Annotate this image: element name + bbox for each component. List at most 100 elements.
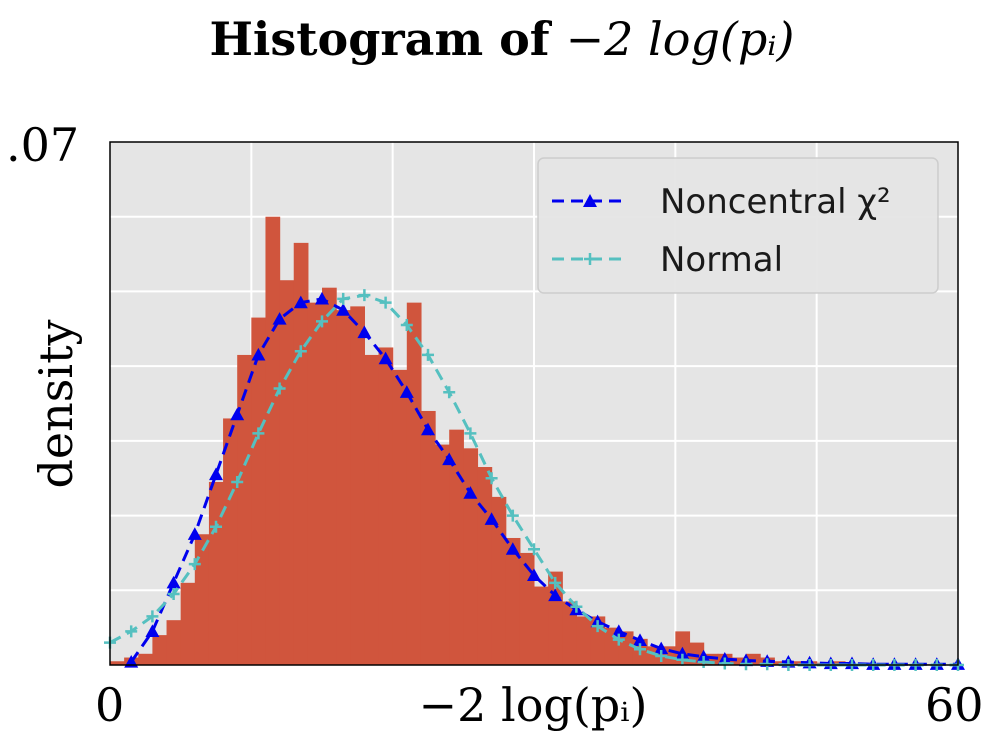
normal-point [634,643,646,656]
histogram-bar [110,661,125,665]
chart-title: Histogram of −2 log(pᵢ) [0,12,1004,66]
normal-point [591,620,604,633]
normal-point [676,653,689,666]
normal-point [210,520,222,533]
legend-box [537,157,939,294]
normal-point [252,427,265,440]
histogram-bar [322,287,337,665]
histogram-bar [194,534,210,665]
normal-point [379,296,392,309]
histogram-bar [251,317,267,665]
noncentral-chi2-point [548,588,563,602]
noncentral-chi2-point [654,641,669,655]
noncentral-chi2-point [230,407,245,421]
histogram-bar [519,552,535,665]
histogram-bar [336,310,351,665]
histogram-bar [279,280,295,665]
x-axis-label: −2 log(pᵢ) [418,678,648,732]
noncentral-chi2-point [505,542,520,555]
histogram-bar [505,537,521,665]
noncentral-chi2-point [527,568,541,581]
histogram-bar [406,302,422,665]
histogram-bar [449,429,464,665]
noncentral-chi2-point [633,633,647,646]
histogram-bar [477,467,493,665]
histogram-bar [703,653,719,665]
histogram-bar [491,496,507,665]
histogram-bar [392,369,408,665]
noncentral-chi2-point [484,512,499,525]
legend-label-normal: Normal [660,240,783,280]
histogram-bar [364,354,380,665]
normal-point [188,558,201,571]
noncentral-chi2-point [293,295,308,309]
normal-point [443,386,456,399]
histogram-bar [350,306,365,665]
noncentral-chi2-point [336,303,351,316]
histogram-bar [223,418,238,665]
chart-title-prefix: Histogram of [209,12,550,66]
histogram-bar [378,347,394,665]
normal-point [146,610,159,623]
x-tick-label-min: 0 [95,678,125,732]
histogram-bar [788,661,804,665]
normal-point [167,588,180,601]
y-tick-label-top: .07 [6,118,80,172]
normal-point [697,656,710,669]
histogram-bar [307,302,323,665]
histogram-bar [265,216,281,665]
histogram-bar [463,448,479,665]
normal-point [612,633,625,646]
noncentral-chi2-point [675,646,690,660]
normal-point [125,625,138,638]
noncentral-chi2-point [145,624,160,637]
histogram-bar [152,635,168,665]
normal-point [273,382,286,395]
histogram-bar [774,661,789,665]
noncentral-chi2-point [166,575,181,589]
noncentral-chi2-point [315,291,329,305]
normal-point [358,289,371,302]
noncentral-chi2-point [399,385,414,398]
noncentral-chi2-point [463,486,478,499]
normal-point [294,345,307,358]
noncentral-chi2-point [209,467,223,481]
histogram-bar [166,620,182,665]
histogram-bar [237,354,252,665]
histogram-bar [576,616,592,665]
histogram-bar [420,410,436,665]
normal-point [655,650,668,663]
normal-point [400,319,413,332]
normal-point [570,600,583,613]
noncentral-chi2-point [357,325,372,339]
normal-point [528,543,540,556]
legend-plus-marker [584,253,596,265]
x-tick-label-max: 60 [925,678,984,732]
histogram-bar [208,481,224,665]
legend-label-noncentral: Noncentral χ² [660,182,891,222]
noncentral-chi2-point [421,422,435,436]
histogram-bar [180,582,196,665]
plot-frame [109,141,959,666]
noncentral-chi2-point [611,624,626,637]
normal-point [549,576,562,589]
noncentral-chi2-point [251,347,266,361]
normal-point [337,292,350,305]
histogram-bar [534,586,549,665]
normal-point [422,348,434,361]
normal-point [506,509,519,522]
normal-point [485,472,498,485]
chart-title-expression: −2 log(pᵢ) [565,12,795,66]
noncentral-chi2-point [442,452,457,466]
histogram-bar [435,444,450,665]
legend-triangle-marker [583,194,597,207]
normal-point [316,315,328,328]
normal-point [464,427,477,440]
histogram-bar [731,657,747,665]
normal-point [718,657,731,670]
histogram-bar [562,601,577,665]
histogram-bar [138,653,153,665]
histogram-bar [293,242,309,665]
noncentral-chi2-line [129,297,958,666]
